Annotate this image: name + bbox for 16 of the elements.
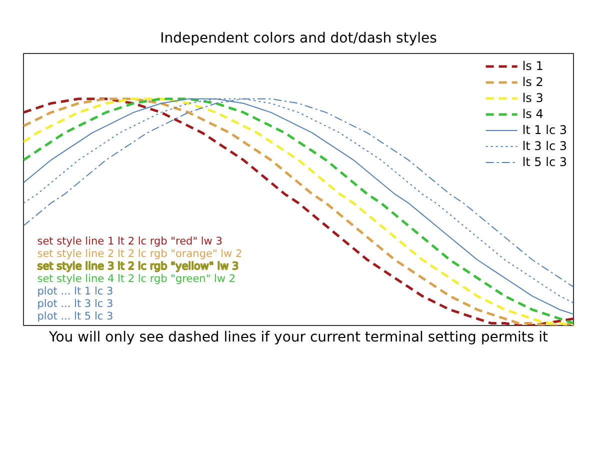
legend-label: ls 1: [522, 59, 544, 73]
legend-label: lt 5 lc 3: [522, 155, 567, 169]
legend-label: ls 2: [522, 75, 544, 89]
legend-label: ls 3: [522, 91, 544, 105]
legend-label: lt 1 lc 3: [522, 123, 567, 137]
annotation: set style line 4 lt 2 lc rgb "green" lw 2: [37, 272, 236, 285]
annotation: plot ... lt 5 lc 3: [37, 310, 114, 323]
legend-label: ls 4: [522, 107, 544, 121]
annotation: plot ... lt 3 lc 3: [37, 298, 114, 310]
x-axis-title: You will only see dashed lines if your current terminal setting permits it: [48, 330, 549, 346]
legend-label: lt 3 lc 3: [522, 139, 567, 153]
annotation: set style line 1 lt 2 lc rgb "red" lw 3: [37, 235, 222, 248]
chart-title: Independent colors and dot/dash styles: [160, 30, 437, 46]
annotation: set style line 3 lt 2 lc rgb "yellow" lw 3: [37, 260, 239, 272]
annotation: plot ... lt 1 lc 3: [37, 286, 114, 298]
annotation: set style line 2 lt 2 lc rgb "orange" lw 2: [37, 248, 242, 260]
